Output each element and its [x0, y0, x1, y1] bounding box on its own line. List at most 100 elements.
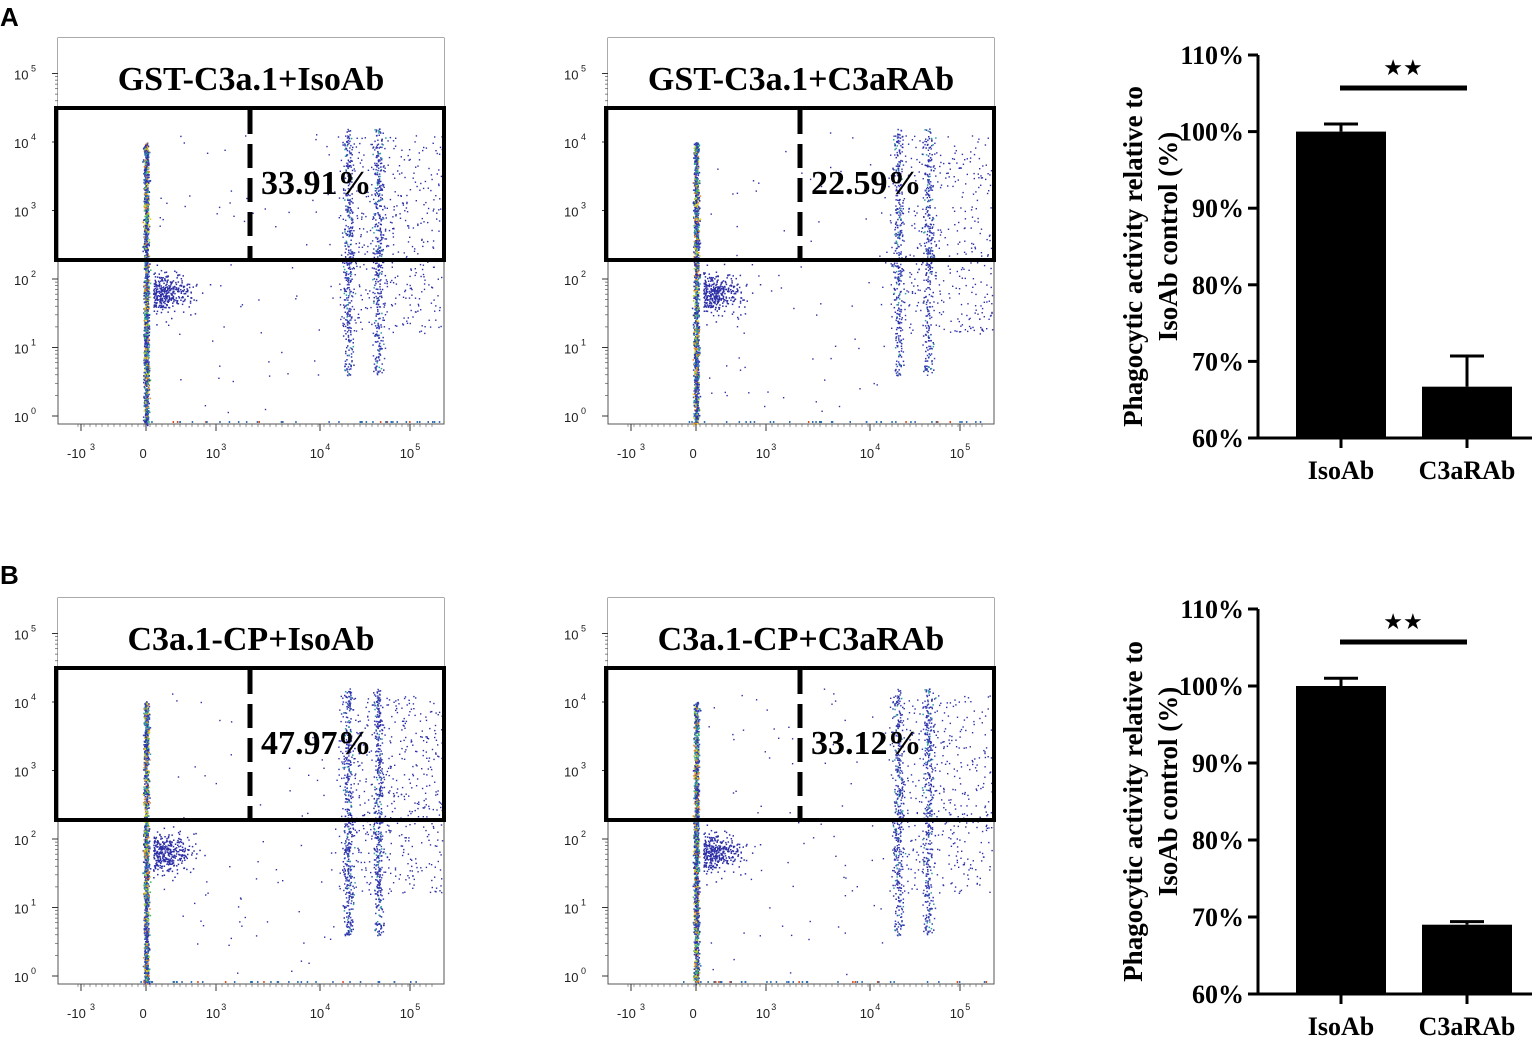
y-tick-label: 10: [564, 205, 578, 220]
title-background: [58, 598, 444, 668]
bar-category-label: C3aRAb: [1419, 456, 1516, 485]
x-tick-label: -10: [67, 446, 86, 461]
scatter-points: [683, 688, 994, 986]
gate-percent: 33.12%: [811, 725, 922, 762]
bar-category-label: IsoAb: [1308, 456, 1374, 485]
y-tick-label: 10: [564, 970, 578, 985]
y-tick-exponent: 0: [581, 966, 586, 976]
y-tick-exponent: 1: [31, 898, 36, 908]
x-tick-label: 10: [950, 446, 964, 461]
bar-isoab: [1296, 131, 1386, 438]
y-tick-exponent: 5: [581, 64, 586, 74]
y-tick-label: 10: [14, 902, 28, 917]
x-tick-exponent: 4: [325, 1002, 330, 1012]
x-tick-label: 10: [310, 1006, 324, 1021]
y-tick-label: 10: [14, 765, 28, 780]
bar-y-label-line2: IsoAb control (%): [1153, 687, 1183, 897]
plot-title: GST-C3a.1+C3aRAb: [648, 61, 954, 98]
y-tick-exponent: 2: [581, 269, 586, 279]
y-tick-exponent: 5: [581, 624, 586, 634]
bar-y-tick-label: 90%: [1192, 194, 1244, 223]
x-tick-label: 10: [400, 1006, 414, 1021]
y-tick-label: 10: [14, 696, 28, 711]
y-tick-exponent: 3: [581, 201, 586, 211]
x-tick-exponent: 4: [875, 1002, 880, 1012]
scatter-points: [688, 128, 994, 426]
y-tick-exponent: 4: [31, 132, 36, 142]
x-tick-label: 0: [140, 446, 147, 461]
y-tick-label: 10: [14, 342, 28, 357]
plot-title: C3a.1-CP+IsoAb: [128, 621, 375, 658]
x-tick-exponent: 3: [221, 1002, 226, 1012]
significance-stars: ★★: [1383, 56, 1422, 81]
bar-category-label: C3aRAb: [1419, 1012, 1516, 1037]
x-tick-label: -10: [617, 446, 636, 461]
gate-percent: 22.59%: [811, 165, 922, 202]
x-tick-label: -10: [67, 1006, 86, 1021]
y-tick-exponent: 2: [31, 829, 36, 839]
title-background: [608, 598, 994, 668]
y-tick-label: 10: [564, 136, 578, 151]
y-tick-exponent: 2: [31, 269, 36, 279]
bar-c3arab: [1422, 386, 1512, 438]
bar-y-tick-label: 100%: [1179, 118, 1244, 147]
x-tick-exponent: 3: [221, 442, 226, 452]
gate-rectangle: [604, 106, 996, 262]
bar-category-label: IsoAb: [1308, 1012, 1374, 1037]
bar-y-tick-label: 110%: [1180, 41, 1244, 70]
y-tick-exponent: 4: [581, 692, 586, 702]
y-tick-exponent: 4: [581, 132, 586, 142]
bar-y-tick-label: 90%: [1192, 749, 1244, 778]
y-tick-exponent: 5: [31, 64, 36, 74]
y-tick-label: 10: [564, 68, 578, 83]
y-tick-exponent: 3: [31, 201, 36, 211]
y-tick-label: 10: [14, 628, 28, 643]
y-tick-exponent: 1: [581, 898, 586, 908]
gate-rectangle: [604, 666, 996, 822]
y-tick-label: 10: [564, 833, 578, 848]
y-tick-label: 10: [564, 696, 578, 711]
bar-chart-a: 60% 70% 80% 90% 100% 110% Phagocytic activity …: [1118, 41, 1532, 485]
y-tick-label: 10: [564, 628, 578, 643]
title-background: [58, 38, 444, 108]
bar-chart-b: 60% 70% 80% 90% 100% 110% Phagocytic activity …: [1118, 595, 1532, 1037]
y-tick-label: 10: [14, 273, 28, 288]
gate-rectangle: [54, 666, 446, 822]
significance-stars: ★★: [1383, 610, 1422, 635]
x-tick-label: 10: [310, 446, 324, 461]
bar-y-tick-label: 60%: [1192, 980, 1244, 1009]
y-tick-label: 10: [564, 902, 578, 917]
x-tick-exponent: 3: [90, 442, 95, 452]
x-tick-exponent: 4: [325, 442, 330, 452]
plot-title: C3a.1-CP+C3aRAb: [658, 621, 945, 658]
y-tick-exponent: 0: [31, 966, 36, 976]
x-tick-label: 10: [860, 446, 874, 461]
bar-y-tick-label: 100%: [1179, 672, 1244, 701]
bar-y-tick-label: 60%: [1192, 424, 1244, 453]
panel-letter-b: B: [0, 560, 19, 590]
x-tick-exponent: 3: [640, 1002, 645, 1012]
y-tick-label: 10: [14, 68, 28, 83]
y-tick-label: 10: [564, 273, 578, 288]
x-tick-label: 0: [140, 1006, 147, 1021]
x-tick-label: 10: [206, 446, 220, 461]
bar-y-label-line1: Phagocytic activity relative to: [1118, 641, 1148, 982]
y-tick-exponent: 3: [581, 761, 586, 771]
x-tick-exponent: 5: [415, 442, 420, 452]
title-background: [608, 38, 994, 108]
x-tick-exponent: 3: [771, 442, 776, 452]
y-tick-label: 10: [564, 765, 578, 780]
x-tick-label: 10: [950, 1006, 964, 1021]
bar-y-tick-label: 80%: [1192, 271, 1244, 300]
x-tick-label: 10: [756, 446, 770, 461]
x-tick-label: -10: [617, 1006, 636, 1021]
gate-percent: 47.97%: [261, 725, 372, 762]
bar-y-label-line2: IsoAb control (%): [1153, 132, 1183, 342]
x-tick-exponent: 3: [640, 442, 645, 452]
y-tick-label: 10: [14, 410, 28, 425]
y-tick-label: 10: [14, 833, 28, 848]
y-tick-exponent: 1: [581, 338, 586, 348]
x-tick-label: 10: [756, 1006, 770, 1021]
